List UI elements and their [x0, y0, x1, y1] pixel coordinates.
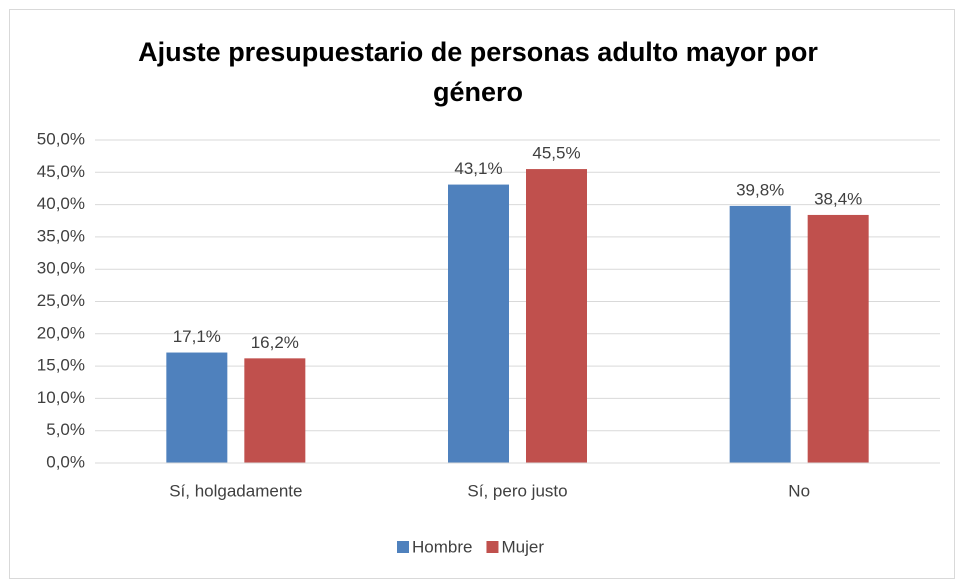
legend-swatch [486, 541, 499, 553]
y-tick-label: 15,0% [37, 356, 85, 375]
y-tick-label: 25,0% [37, 291, 85, 310]
legend-label: Mujer [501, 537, 544, 556]
chart-title: Ajuste presupuestario de personas adulto… [138, 37, 818, 107]
value-label: 17,1% [173, 327, 221, 346]
x-tick-label: No [788, 481, 810, 500]
bar [807, 214, 869, 463]
bar [526, 169, 587, 463]
value-label: 45,5% [532, 144, 580, 163]
value-label: 39,8% [736, 180, 784, 199]
bar [244, 358, 306, 463]
y-tick-label: 10,0% [37, 388, 85, 407]
y-tick-label: 0,0% [46, 452, 85, 471]
y-tick-label: 50,0% [37, 129, 85, 148]
value-label: 38,4% [814, 189, 862, 208]
x-tick-label: Sí, holgadamente [169, 481, 302, 500]
value-label: 16,2% [251, 333, 299, 352]
value-label: 43,1% [454, 159, 502, 178]
legend-swatch [397, 541, 409, 553]
y-tick-label: 35,0% [37, 226, 85, 245]
y-tick-label: 40,0% [37, 194, 85, 213]
y-tick-label: 5,0% [46, 420, 85, 439]
y-tick-label: 30,0% [37, 259, 85, 278]
legend-label: Hombre [412, 537, 472, 556]
y-tick-label: 20,0% [37, 323, 85, 342]
bar [729, 205, 791, 463]
y-tick-label: 45,0% [37, 162, 85, 181]
bar [448, 184, 509, 463]
x-tick-label: Sí, pero justo [467, 481, 567, 500]
bar [166, 352, 228, 463]
